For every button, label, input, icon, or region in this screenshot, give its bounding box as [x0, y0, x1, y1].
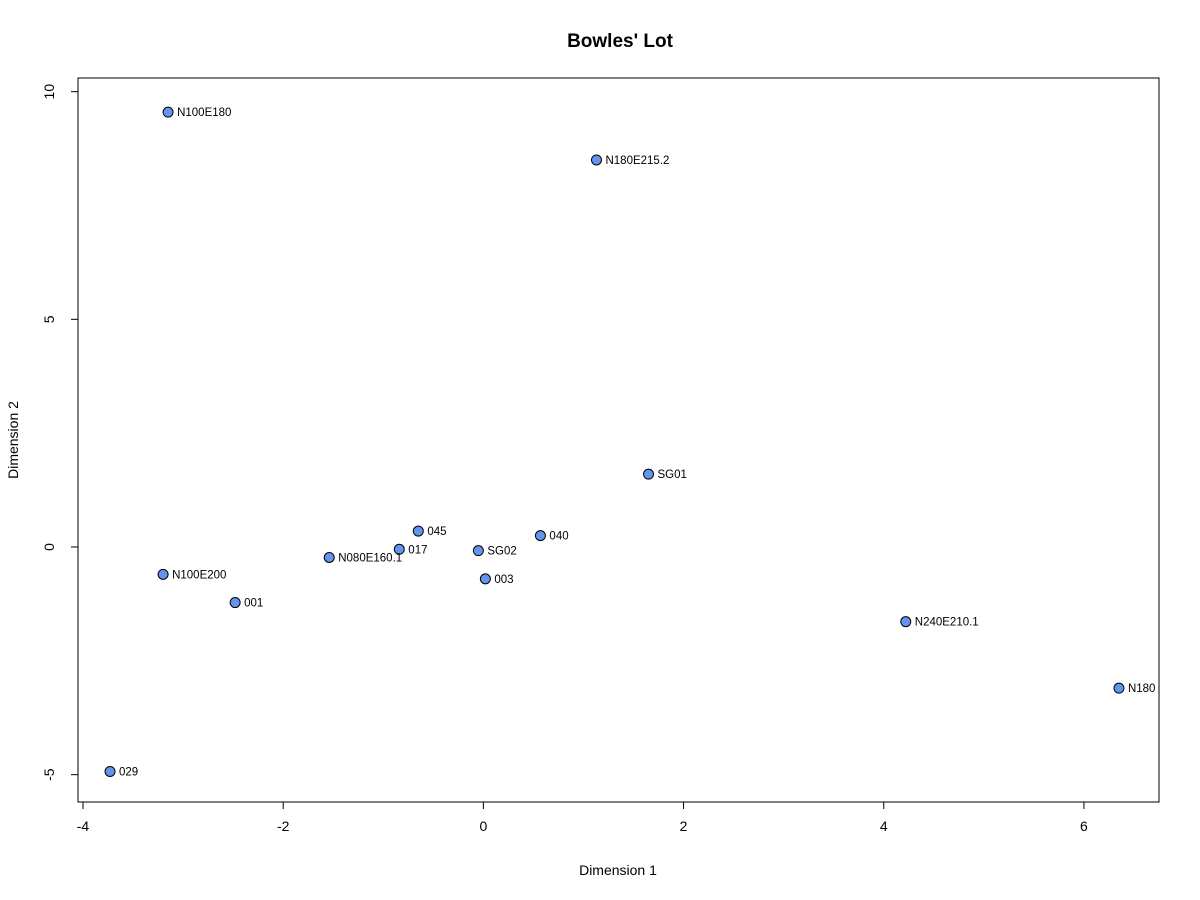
data-point	[479, 573, 491, 585]
data-point	[1113, 682, 1125, 694]
y-tick-label: -5	[41, 768, 57, 781]
data-point-label: N100E180	[177, 107, 231, 119]
x-axis-label: Dimension 1	[579, 862, 657, 878]
y-axis: -5 0 5 10	[41, 84, 79, 781]
data-point	[229, 597, 241, 609]
x-tick-label: 2	[680, 818, 688, 834]
data-point	[412, 525, 424, 537]
y-tick-label: 10	[41, 84, 57, 100]
x-tick-label: 0	[479, 818, 487, 834]
x-tick-label: -2	[277, 818, 290, 834]
x-tick-label: 6	[1080, 818, 1088, 834]
data-point-label: N180E215.2	[605, 155, 669, 167]
data-point	[900, 616, 912, 628]
data-point-label: 029	[119, 766, 138, 778]
data-point-label: N180	[1128, 683, 1156, 695]
data-point	[323, 551, 335, 563]
data-point	[393, 543, 405, 555]
points-group: N100E180 N180E215.2 SG01 045 040 017 SG02 N080E…	[104, 106, 1156, 778]
data-point	[104, 765, 116, 777]
data-point-label: 001	[244, 598, 263, 610]
data-point-label: SG01	[658, 469, 687, 481]
plot-frame	[77, 77, 1160, 803]
data-point-label: 017	[408, 544, 427, 556]
data-point	[472, 545, 484, 557]
x-tick-label: 4	[880, 818, 888, 834]
y-axis-label: Dimension 2	[5, 401, 21, 479]
x-axis: -4 -2 0 2 4 6	[77, 801, 1088, 834]
data-point-label: N240E210.1	[915, 617, 979, 629]
data-point-label: 003	[494, 574, 513, 586]
y-tick-label: 0	[41, 543, 57, 551]
data-point-label: 045	[427, 526, 446, 538]
data-point	[643, 468, 655, 480]
data-point-label: N080E160.1	[338, 552, 402, 564]
data-point-label: 040	[549, 531, 568, 543]
data-point-label: SG02	[487, 546, 516, 558]
y-tick-label: 5	[41, 315, 57, 323]
data-point	[534, 530, 546, 542]
points-layer: N100E180 N180E215.2 SG01 045 040 017 SG02 N080E…	[104, 106, 1156, 778]
data-point	[157, 568, 169, 580]
x-tick-label: -4	[77, 818, 90, 834]
data-point	[162, 106, 174, 118]
chart-title: Bowles' Lot	[567, 31, 674, 52]
data-point-label: N100E200	[172, 569, 226, 581]
data-point	[590, 154, 602, 166]
